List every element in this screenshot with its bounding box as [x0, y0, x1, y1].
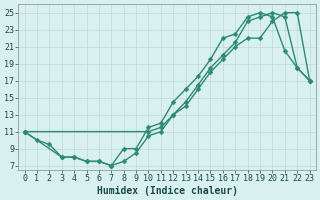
X-axis label: Humidex (Indice chaleur): Humidex (Indice chaleur) — [97, 186, 237, 196]
